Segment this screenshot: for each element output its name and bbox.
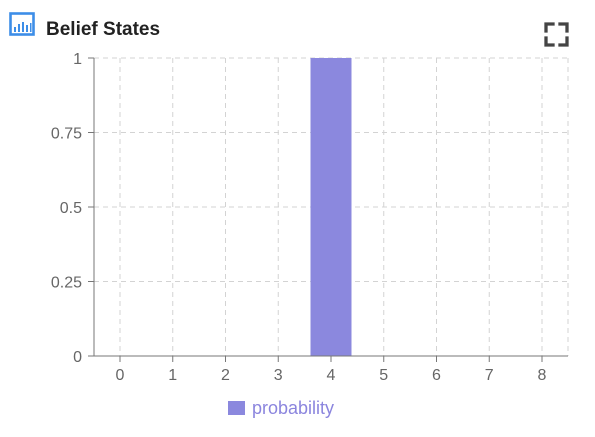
x-tick-label: 4 [327, 367, 336, 384]
chart-title: Belief States [46, 19, 161, 40]
x-tick-label: 3 [274, 367, 283, 384]
y-tick-label: 0.75 [51, 126, 82, 143]
y-tick-label: 0.5 [60, 200, 82, 217]
bar-4[interactable] [310, 58, 352, 356]
legend-label-probability: probability [252, 397, 335, 418]
bar-chart-icon [9, 12, 35, 36]
x-tick-label: 2 [221, 367, 230, 384]
x-tick-label: 0 [116, 367, 125, 384]
y-tick-label: 0.25 [51, 275, 82, 292]
legend-swatch [228, 401, 245, 415]
chart-axes [88, 57, 568, 362]
bar-layer [310, 58, 352, 356]
panel-header: Belief States [0, 0, 595, 56]
x-tick-label: 7 [485, 367, 494, 384]
x-tick-label: 6 [432, 367, 441, 384]
y-tick-label: 1 [73, 51, 82, 68]
tick-label-layer: 0 0.25 0.5 0.75 1 0 1 2 3 4 5 6 7 8 [51, 51, 547, 384]
y-tick-label: 0 [73, 349, 82, 366]
x-tick-label: 8 [538, 367, 547, 384]
x-tick-label: 5 [379, 367, 388, 384]
chart-legend[interactable]: probability [228, 397, 334, 419]
x-tick-label: 1 [168, 367, 177, 384]
fullscreen-expand-icon[interactable] [544, 22, 569, 47]
